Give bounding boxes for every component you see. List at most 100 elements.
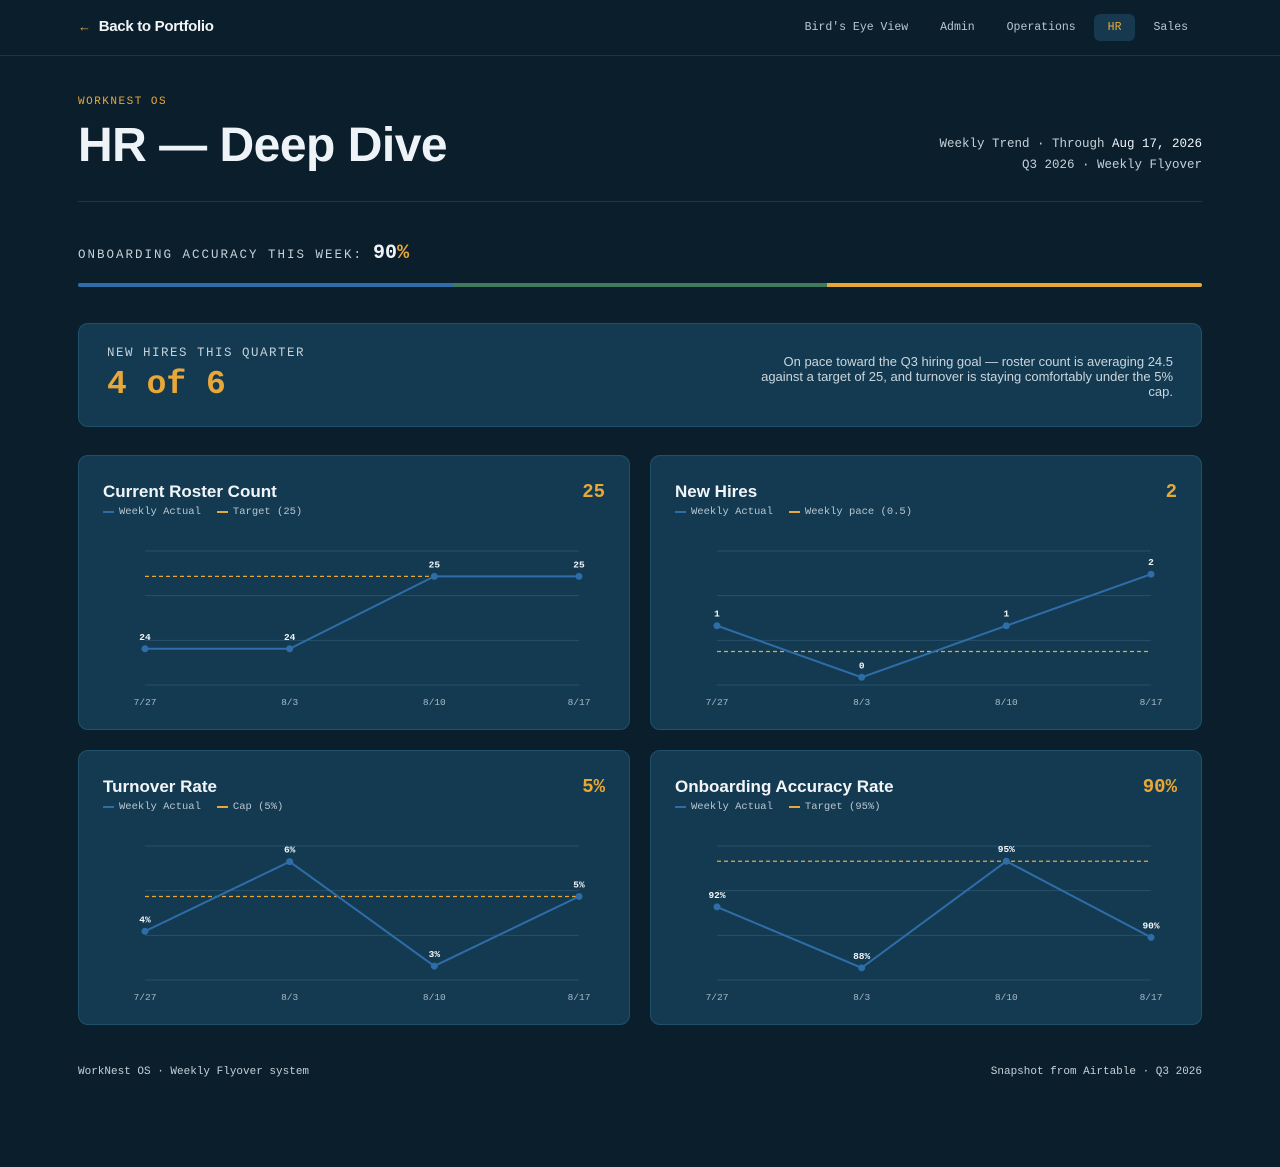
tab-admin[interactable]: Admin bbox=[940, 21, 975, 34]
chart-headline-value: 25 bbox=[582, 481, 605, 503]
accuracy-bar-segment bbox=[452, 283, 828, 287]
legend-item-actual: Weekly Actual bbox=[103, 801, 201, 813]
chart-legend: Weekly Actual Target (25) bbox=[103, 506, 302, 518]
data-label: 88% bbox=[853, 951, 870, 962]
chart-title: Current Roster Count bbox=[103, 482, 277, 501]
data-label: 24 bbox=[139, 632, 151, 643]
x-tick-label: 8/10 bbox=[995, 992, 1018, 1003]
line-chart: 92% 88% 95% 90% 7/27 8/3 8/10 8/17 bbox=[706, 844, 1163, 1003]
section-tabs: Bird's Eye View Admin Operations HR Sale… bbox=[791, 14, 1202, 41]
legend-label: Weekly pace (0.5) bbox=[804, 506, 913, 518]
x-tick-label: 7/27 bbox=[706, 697, 729, 708]
accuracy-value: 90% bbox=[373, 242, 409, 265]
x-tick-label: 7/27 bbox=[134, 992, 157, 1003]
report-meta: Weekly Trend · Through Aug 17, 2026 Q3 2… bbox=[939, 134, 1202, 176]
top-nav: ← Back to Portfolio Bird's Eye View Admi… bbox=[0, 0, 1280, 56]
series-line bbox=[716, 573, 1152, 679]
meta-line-2: Q3 2026 · Weekly Flyover bbox=[1021, 158, 1202, 172]
tab-operations[interactable]: Operations bbox=[1006, 21, 1076, 34]
data-label: 5% bbox=[573, 879, 585, 890]
tab-sales[interactable]: Sales bbox=[1153, 21, 1188, 34]
chart-headline-value: 5% bbox=[582, 776, 605, 798]
legend-label: Weekly Actual bbox=[691, 801, 773, 813]
legend-swatch bbox=[675, 806, 686, 808]
accuracy-color-bar bbox=[78, 283, 1202, 287]
x-tick-label: 8/3 bbox=[281, 992, 298, 1003]
chart-title: Turnover Rate bbox=[103, 777, 217, 796]
accuracy-number: 90 bbox=[373, 242, 398, 265]
data-label: 92% bbox=[708, 890, 725, 901]
data-point bbox=[575, 892, 583, 900]
accuracy-unit: % bbox=[397, 242, 410, 265]
page-title: HR — Deep Dive bbox=[78, 119, 448, 172]
legend-label: Weekly Actual bbox=[119, 506, 201, 518]
x-tick-label: 7/27 bbox=[706, 992, 729, 1003]
back-to-portfolio-link[interactable]: ← Back to Portfolio bbox=[78, 18, 214, 35]
x-tick-label: 8/17 bbox=[1140, 697, 1163, 708]
data-label: 1 bbox=[1003, 609, 1009, 620]
accuracy-headline: ONBOARDING ACCURACY THIS WEEK: 90% bbox=[78, 242, 409, 265]
legend-label: Target (95%) bbox=[804, 801, 881, 813]
chart-card-roster: Current Roster Count 25 Weekly Actual Ta… bbox=[78, 455, 630, 730]
x-tick-label: 7/27 bbox=[134, 697, 157, 708]
series-line bbox=[716, 860, 1152, 969]
legend-item-actual: Weekly Actual bbox=[675, 801, 773, 813]
chart-legend: Weekly Actual Weekly pace (0.5) bbox=[675, 506, 912, 518]
back-link-label: Back to Portfolio bbox=[98, 18, 214, 35]
data-label: 3% bbox=[429, 949, 441, 960]
data-point bbox=[141, 645, 149, 653]
legend-swatch bbox=[216, 511, 228, 513]
x-tick-label: 8/10 bbox=[423, 992, 446, 1003]
footer-right: Snapshot from Airtable · Q3 2026 bbox=[990, 1066, 1202, 1078]
legend-item-actual: Weekly Actual bbox=[103, 506, 201, 518]
legend-label: Cap (5%) bbox=[232, 801, 284, 813]
chart-headline-value: 2 bbox=[1165, 481, 1177, 503]
legend-label: Target (25) bbox=[232, 506, 303, 518]
legend-label: Weekly Actual bbox=[691, 506, 773, 518]
line-chart: 4% 6% 3% 5% 7/27 8/3 8/10 8/17 bbox=[134, 845, 591, 1003]
accuracy-bar-segment bbox=[78, 283, 453, 287]
summary-value: 4 of 6 bbox=[107, 366, 226, 403]
data-point bbox=[858, 964, 866, 972]
data-label: 90% bbox=[1142, 920, 1159, 931]
summary-label: NEW HIRES THIS QUARTER bbox=[107, 346, 306, 360]
data-point bbox=[1002, 857, 1010, 865]
arrow-left-icon: ← bbox=[78, 19, 91, 34]
legend-label: Weekly Actual bbox=[119, 801, 201, 813]
x-tick-label: 8/3 bbox=[853, 697, 870, 708]
accuracy-label: ONBOARDING ACCURACY THIS WEEK: bbox=[78, 248, 364, 262]
legend-item-reference: Target (95%) bbox=[788, 801, 881, 813]
line-chart: 1 0 1 2 7/27 8/3 8/10 8/17 bbox=[706, 550, 1163, 708]
footer-left: WorkNest OS · Weekly Flyover system bbox=[78, 1066, 310, 1078]
data-label: 4% bbox=[139, 914, 151, 925]
x-tick-label: 8/10 bbox=[995, 697, 1018, 708]
summary-card: NEW HIRES THIS QUARTER 4 of 6 On pace to… bbox=[78, 323, 1202, 427]
summary-note: On pace toward the Q3 hiring goal — rost… bbox=[761, 354, 1173, 399]
tab-birds-eye-view[interactable]: Bird's Eye View bbox=[804, 21, 909, 34]
legend-swatch bbox=[216, 806, 228, 808]
data-label: 1 bbox=[714, 609, 720, 620]
data-point bbox=[1002, 622, 1010, 630]
data-label: 2 bbox=[1148, 557, 1154, 568]
meta-prefix: Weekly Trend · Through bbox=[939, 137, 1112, 151]
data-point bbox=[286, 858, 294, 866]
tab-hr[interactable]: HR bbox=[1093, 14, 1136, 41]
x-tick-label: 8/10 bbox=[423, 697, 446, 708]
series-line bbox=[145, 575, 579, 650]
x-tick-label: 8/17 bbox=[568, 992, 591, 1003]
eyebrow-label: WORKNEST OS bbox=[78, 96, 168, 108]
chart-card-onboarding-accuracy: Onboarding Accuracy Rate 90% Weekly Actu… bbox=[650, 750, 1202, 1025]
data-point bbox=[713, 622, 721, 630]
data-point bbox=[430, 962, 438, 970]
meta-date: Aug 17, 2026 bbox=[1111, 137, 1202, 151]
legend-swatch bbox=[103, 806, 114, 808]
legend-swatch bbox=[788, 806, 800, 808]
data-point bbox=[858, 673, 866, 681]
chart-headline-value: 90% bbox=[1142, 776, 1177, 798]
legend-swatch bbox=[675, 511, 686, 513]
chart-title: New Hires bbox=[675, 482, 758, 501]
data-point bbox=[1147, 933, 1155, 941]
data-label: 25 bbox=[429, 559, 441, 570]
chart-card-new-hires: New Hires 2 Weekly Actual Weekly pace (0… bbox=[650, 455, 1202, 730]
x-tick-label: 8/3 bbox=[853, 992, 870, 1003]
